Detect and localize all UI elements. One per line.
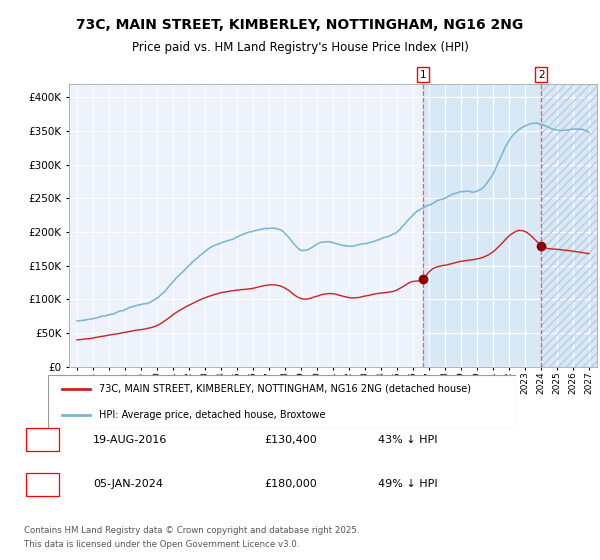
Text: £180,000: £180,000 xyxy=(264,479,317,489)
Text: £130,400: £130,400 xyxy=(264,435,317,445)
Text: 19-AUG-2016: 19-AUG-2016 xyxy=(93,435,167,445)
Text: 1: 1 xyxy=(38,435,46,445)
Text: 73C, MAIN STREET, KIMBERLEY, NOTTINGHAM, NG16 2NG (detached house): 73C, MAIN STREET, KIMBERLEY, NOTTINGHAM,… xyxy=(100,384,472,394)
Text: 1: 1 xyxy=(420,70,427,80)
Text: HPI: Average price, detached house, Broxtowe: HPI: Average price, detached house, Brox… xyxy=(100,410,326,420)
Text: 49% ↓ HPI: 49% ↓ HPI xyxy=(378,479,437,489)
Text: Price paid vs. HM Land Registry's House Price Index (HPI): Price paid vs. HM Land Registry's House … xyxy=(131,41,469,54)
Text: 43% ↓ HPI: 43% ↓ HPI xyxy=(378,435,437,445)
Text: 2: 2 xyxy=(538,70,545,80)
Bar xyxy=(423,84,597,367)
Bar xyxy=(541,84,597,367)
Text: 05-JAN-2024: 05-JAN-2024 xyxy=(93,479,163,489)
Text: 2: 2 xyxy=(38,479,46,489)
Text: Contains HM Land Registry data © Crown copyright and database right 2025.: Contains HM Land Registry data © Crown c… xyxy=(24,526,359,535)
Text: 73C, MAIN STREET, KIMBERLEY, NOTTINGHAM, NG16 2NG: 73C, MAIN STREET, KIMBERLEY, NOTTINGHAM,… xyxy=(76,18,524,32)
Text: This data is licensed under the Open Government Licence v3.0.: This data is licensed under the Open Gov… xyxy=(24,540,299,549)
